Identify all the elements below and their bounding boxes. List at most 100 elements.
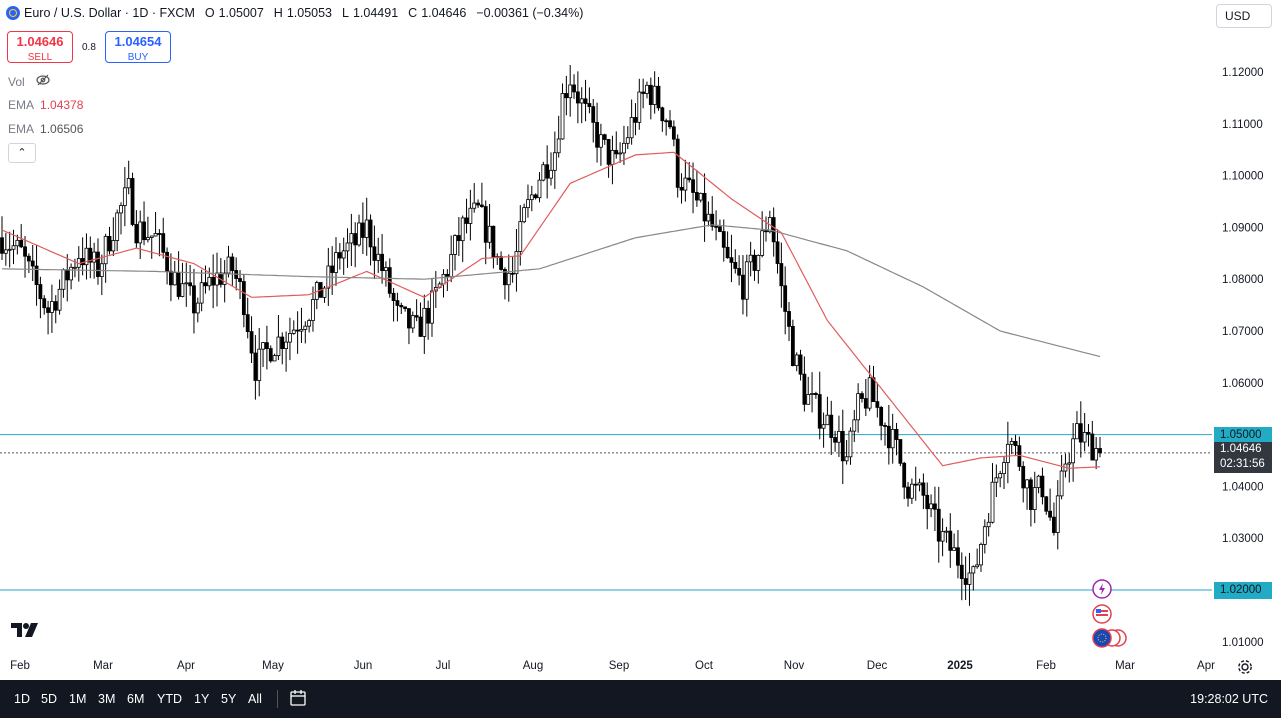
candle-body — [284, 341, 288, 350]
candle-body — [80, 258, 85, 266]
candle-body — [956, 547, 960, 566]
candle-body — [752, 254, 757, 271]
candle-body — [499, 256, 503, 270]
candle-body — [441, 273, 446, 285]
range-6m-button[interactable]: 6M — [127, 692, 145, 706]
candle-body — [775, 241, 780, 264]
ema2-label: EMA — [8, 122, 35, 136]
candle-body — [410, 315, 415, 329]
candle-body — [491, 225, 496, 258]
candle-body — [353, 233, 358, 246]
candle-body — [844, 456, 849, 462]
y-tick-label: 1.04000 — [1222, 481, 1264, 493]
candle-body — [19, 239, 24, 248]
candle-body — [760, 230, 765, 256]
buy-button[interactable]: 1.04654 BUY — [105, 31, 171, 63]
candle-body — [952, 547, 957, 551]
candle-body — [215, 272, 219, 286]
candle-body — [1013, 440, 1018, 447]
candle-body — [591, 106, 596, 123]
symbol-title[interactable]: Euro / U.S. Dollar · 1D · FXCM — [24, 6, 195, 20]
x-tick-label: Mar — [93, 660, 113, 672]
x-tick-label: Apr — [177, 660, 195, 672]
candle-body — [11, 245, 16, 250]
x-tick-label: Apr — [1197, 660, 1215, 672]
candle-body — [929, 503, 933, 510]
low-label: L — [342, 6, 349, 20]
volume-indicator[interactable]: Vol — [8, 74, 50, 89]
y-tick-label: 1.11000 — [1222, 119, 1263, 131]
range-1m-button[interactable]: 1M — [69, 692, 87, 706]
candle-body — [1090, 433, 1095, 461]
gear-icon[interactable] — [1237, 659, 1253, 675]
candle-body — [652, 85, 657, 105]
candle-body — [180, 283, 185, 297]
candle-body — [848, 430, 853, 458]
candle-body — [207, 276, 212, 287]
candle-body — [311, 299, 315, 321]
change-value: −0.00361 (−0.34%) — [476, 6, 584, 20]
candle-body — [161, 233, 166, 253]
range-5d-button[interactable]: 5D — [41, 692, 57, 706]
candle-body — [925, 494, 930, 510]
bottom-toolbar: 1D 5D 1M 3M 6M YTD 1Y 5Y All 19:28:02 UT… — [0, 680, 1281, 718]
candle-body — [771, 217, 776, 243]
candle-body — [737, 268, 742, 276]
candle-body — [1078, 423, 1083, 443]
x-tick-label: Jul — [436, 660, 451, 672]
price-chart[interactable]: 1.12000 1.11000 1.10000 1.09000 1.08000 1.070… — [0, 0, 1281, 680]
candle-body — [510, 272, 515, 275]
candle-body — [295, 329, 300, 332]
clock[interactable]: 19:28:02 UTC — [1190, 692, 1268, 706]
candle-body — [130, 178, 135, 225]
close-label: C — [408, 6, 418, 20]
candle-body — [967, 572, 972, 585]
candle-body — [664, 120, 669, 123]
ema-slow-indicator[interactable]: EMA 1.06506 — [8, 122, 83, 136]
candle-body — [395, 300, 400, 306]
candle-body — [1052, 516, 1056, 533]
candle-body — [272, 355, 277, 362]
candle-body — [103, 235, 108, 265]
candle-body — [238, 278, 242, 282]
candle-body — [568, 84, 573, 99]
candle-body — [1059, 470, 1064, 497]
candle-body — [261, 342, 265, 350]
candle-body — [963, 578, 968, 585]
eye-off-icon[interactable] — [36, 74, 50, 89]
sell-button[interactable]: 1.04646 SELL — [7, 31, 73, 63]
range-5y-button[interactable]: 5Y — [221, 692, 237, 706]
range-ytd-button[interactable]: YTD — [157, 692, 182, 706]
high-value: 1.05053 — [286, 6, 333, 20]
eu-flag-icon — [1092, 628, 1112, 648]
range-1d-button[interactable]: 1D — [14, 692, 30, 706]
x-tick-label: Nov — [784, 660, 805, 672]
candle-body — [169, 270, 173, 286]
ema-fast-indicator[interactable]: EMA 1.04378 — [8, 98, 83, 112]
candle-body — [1044, 496, 1049, 512]
candle-body — [349, 233, 354, 244]
candle-body — [645, 84, 649, 94]
candle-body — [96, 251, 100, 277]
countdown: 02:31:56 — [1220, 458, 1265, 470]
range-all-button[interactable]: All — [248, 692, 262, 706]
y-tick-label: 1.07000 — [1222, 326, 1264, 338]
calendar-icon[interactable] — [289, 689, 307, 707]
candle-body — [7, 248, 12, 251]
candle-body — [15, 239, 20, 247]
currency-selector[interactable]: USD — [1216, 4, 1272, 28]
candle-body — [629, 117, 634, 139]
candle-body — [249, 331, 254, 354]
candle-body — [863, 398, 868, 409]
candle-body — [798, 354, 803, 375]
candle-body — [702, 192, 707, 222]
candle-body — [418, 316, 423, 337]
range-3m-button[interactable]: 3M — [98, 692, 116, 706]
candle-body — [257, 348, 262, 381]
candle-body — [30, 260, 35, 267]
collapse-indicators-button[interactable]: ⌃ — [8, 143, 36, 163]
candle-body — [890, 428, 895, 449]
range-1y-button[interactable]: 1Y — [194, 692, 210, 706]
candle-body — [414, 315, 419, 318]
candle-body — [622, 142, 626, 154]
